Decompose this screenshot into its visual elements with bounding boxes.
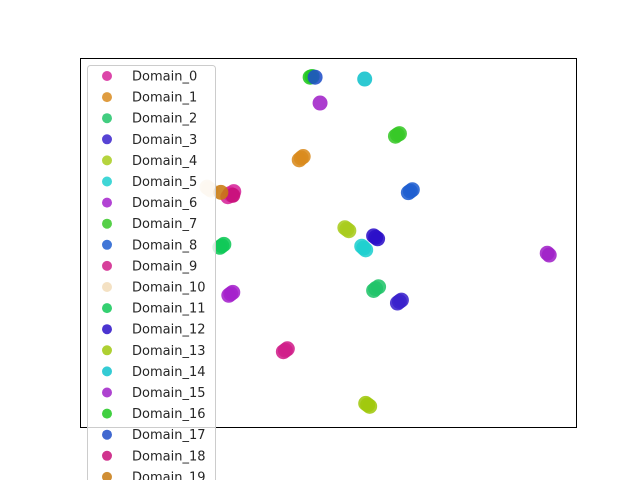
legend-label-8: Domain_8 <box>132 238 197 253</box>
data-point-domain-1-2 <box>295 149 311 165</box>
legend-label-13: Domain_13 <box>132 344 206 359</box>
legend-label-3: Domain_3 <box>132 133 197 148</box>
legend-frame <box>87 65 216 480</box>
legend-marker-11 <box>102 303 112 314</box>
data-point-domain-11-2 <box>216 236 232 252</box>
legend-marker-17 <box>102 429 112 440</box>
data-point-domain-15-2 <box>541 247 557 263</box>
data-point-domain-9-2 <box>279 341 295 357</box>
data-point-domain-19-0 <box>213 184 229 200</box>
legend-label-7: Domain_7 <box>132 217 197 232</box>
legend-label-19: Domain_19 <box>132 470 206 480</box>
legend-marker-18 <box>102 450 112 461</box>
legend-label-10: Domain_10 <box>132 281 206 296</box>
legend-label-4: Domain_4 <box>132 154 197 169</box>
data-point-domain-6-2 <box>225 284 241 300</box>
legend-label-0: Domain_0 <box>132 70 197 85</box>
legend-marker-13 <box>102 345 112 356</box>
legend-label-1: Domain_1 <box>132 91 197 106</box>
legend-marker-7 <box>102 218 112 229</box>
data-point-domain-8-2 <box>404 182 420 198</box>
legend-marker-4 <box>102 155 112 166</box>
legend-marker-9 <box>102 260 112 271</box>
legend-marker-8 <box>102 239 112 250</box>
legend-marker-0 <box>102 71 112 81</box>
data-point-domain-15-0 <box>312 95 328 111</box>
legend-marker-1 <box>102 92 112 103</box>
legend-label-17: Domain_17 <box>132 428 206 443</box>
legend-label-2: Domain_2 <box>132 112 197 127</box>
data-point-domain-2-2 <box>371 279 387 295</box>
data-point-domain-4-2 <box>337 220 353 236</box>
legend-marker-10 <box>102 282 112 292</box>
data-point-domain-12-2 <box>366 228 382 244</box>
legend: Domain_0 Domain_1 Domain_2 Domain_3 Domain_4… <box>87 65 216 480</box>
legend-label-16: Domain_16 <box>132 407 206 422</box>
legend-label-12: Domain_12 <box>132 323 206 338</box>
data-point-domain-17-0 <box>307 69 323 85</box>
data-point-domain-14-0 <box>357 71 373 87</box>
legend-marker-12 <box>102 324 112 335</box>
legend-marker-16 <box>102 408 112 419</box>
legend-marker-2 <box>102 113 112 124</box>
data-point-domain-13-2 <box>358 395 374 411</box>
legend-marker-6 <box>102 197 112 208</box>
legend-label-18: Domain_18 <box>132 449 206 464</box>
legend-marker-19 <box>102 471 112 480</box>
legend-label-6: Domain_6 <box>132 196 197 211</box>
data-point-domain-18-0 <box>225 187 241 203</box>
legend-label-14: Domain_14 <box>132 365 206 380</box>
legend-marker-5 <box>102 176 112 187</box>
data-point-domain-3-2 <box>393 292 409 308</box>
data-point-domain-7-2 <box>391 126 407 142</box>
legend-marker-14 <box>102 366 112 377</box>
legend-label-5: Domain_5 <box>132 175 197 190</box>
legend-marker-15 <box>102 387 112 398</box>
legend-marker-3 <box>102 134 112 145</box>
legend-label-15: Domain_15 <box>132 386 206 401</box>
legend-label-11: Domain_11 <box>132 302 206 317</box>
legend-label-9: Domain_9 <box>132 259 197 274</box>
data-point-domain-5-2 <box>354 238 370 254</box>
